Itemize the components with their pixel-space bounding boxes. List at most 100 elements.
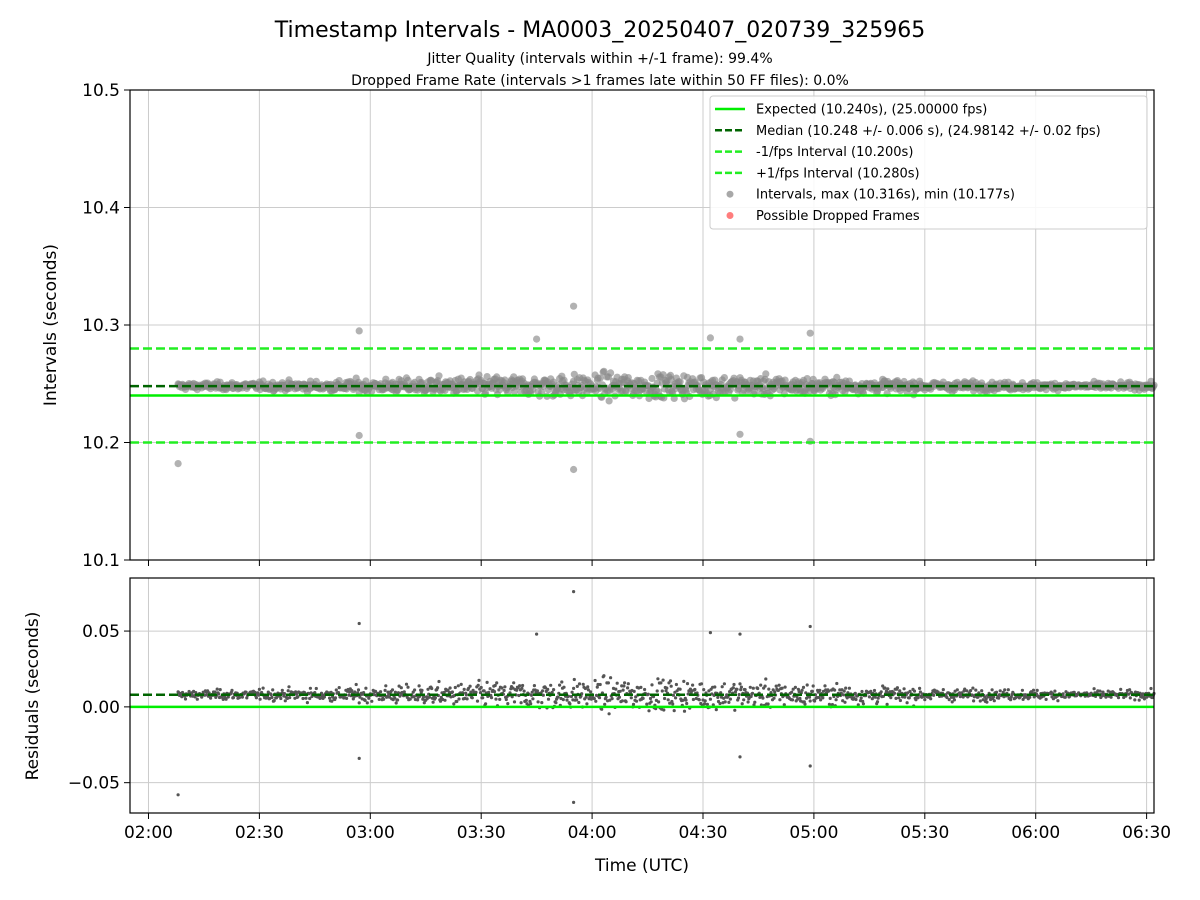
x-tick-label: 05:30 — [900, 823, 949, 843]
residual-point — [818, 688, 822, 693]
residual-point — [279, 696, 283, 701]
residual-point — [782, 703, 786, 707]
residual-point — [583, 686, 588, 691]
residual-point — [1142, 697, 1146, 701]
residual-point — [834, 698, 838, 702]
residual-point — [791, 687, 795, 691]
interval-point — [533, 335, 541, 343]
residual-point — [455, 699, 459, 704]
residual-point — [727, 700, 731, 705]
residual-point — [294, 692, 298, 696]
residual-point — [337, 686, 341, 690]
residual-point — [932, 693, 936, 697]
residual-point — [541, 689, 545, 693]
residual-point — [961, 695, 965, 699]
residual-point — [288, 696, 292, 700]
residual-point — [778, 698, 782, 702]
residual-point — [443, 698, 447, 702]
residual-point — [885, 702, 889, 707]
residual-point — [699, 682, 704, 686]
interval-point — [475, 371, 483, 379]
residual-point — [254, 696, 258, 700]
residual-point — [331, 695, 335, 699]
top-y-tick-label: 10.3 — [82, 316, 120, 336]
residual-point — [313, 691, 317, 695]
residual-point — [585, 702, 589, 706]
residual-point — [536, 700, 540, 704]
residual-point — [763, 684, 767, 688]
legend-label: +1/fps Interval (10.280s) — [756, 166, 920, 181]
residual-point — [240, 695, 244, 699]
residual-point — [693, 687, 697, 692]
interval-point — [762, 370, 770, 378]
residual-point — [947, 698, 951, 702]
residual-point — [852, 696, 856, 700]
residual-point — [500, 686, 504, 690]
residual-point — [470, 696, 474, 700]
residual-point — [713, 685, 717, 689]
residual-point — [308, 696, 312, 701]
residual-point — [739, 688, 743, 692]
residual-point — [594, 699, 598, 703]
residual-point — [318, 696, 322, 701]
residual-point — [485, 680, 489, 685]
residual-point — [897, 696, 901, 700]
residual-point — [912, 689, 917, 693]
residual-point — [1098, 689, 1102, 693]
residual-point — [894, 696, 898, 701]
residual-point — [183, 697, 188, 701]
residual-point — [1116, 696, 1121, 700]
residual-point — [493, 683, 497, 688]
residual-point — [266, 690, 270, 694]
bottom-plot-frame — [129, 577, 1155, 814]
x-tick-label: 05:00 — [789, 823, 838, 843]
residual-point — [584, 695, 588, 699]
residual-point — [1101, 690, 1105, 694]
residual-point — [492, 690, 497, 694]
interval-point — [570, 465, 578, 474]
interval-point — [538, 388, 546, 396]
residual-point — [923, 698, 927, 702]
top-y-tick-label: 10.1 — [82, 551, 120, 571]
residual-point — [685, 701, 689, 706]
residual-point — [649, 700, 653, 704]
residual-point — [478, 691, 483, 695]
residual-point — [589, 690, 593, 694]
residual-point — [941, 688, 945, 692]
residual-point — [780, 686, 784, 690]
interval-point — [607, 369, 615, 377]
residual-point — [561, 698, 565, 702]
residual-point — [270, 695, 274, 700]
residual-point — [524, 698, 528, 703]
residual-point — [751, 686, 755, 690]
residual-point — [955, 688, 959, 692]
residual-point — [681, 698, 685, 702]
residual-point — [373, 689, 378, 694]
residual-point — [869, 689, 873, 693]
residual-point — [301, 696, 305, 701]
residual-point — [950, 700, 954, 704]
residual-point — [657, 700, 661, 704]
residual-point — [438, 699, 443, 703]
interval-point — [596, 374, 604, 382]
residual-point — [237, 696, 241, 700]
residual-point — [1006, 688, 1010, 692]
residual-point — [827, 689, 831, 693]
residual-point — [898, 689, 902, 693]
residual-point — [1119, 687, 1123, 692]
residual-point — [1056, 699, 1060, 703]
residual-point — [903, 695, 907, 699]
residual-point — [702, 688, 706, 692]
residual-point — [735, 687, 739, 691]
residual-point — [801, 685, 806, 690]
residual-point — [363, 698, 367, 703]
residual-point — [394, 701, 398, 705]
residual-point — [406, 685, 410, 689]
residual-point — [450, 690, 454, 694]
residual-point — [664, 689, 668, 693]
residual-point — [974, 688, 978, 692]
residual-point — [808, 699, 812, 703]
residual-point — [756, 686, 760, 691]
legend-marker — [726, 212, 734, 219]
